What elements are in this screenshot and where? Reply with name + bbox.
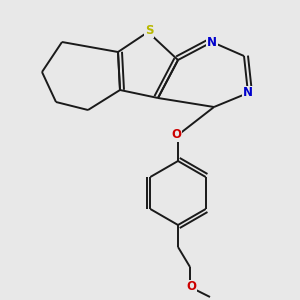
Text: O: O	[186, 280, 196, 293]
Text: N: N	[207, 35, 217, 49]
Text: N: N	[243, 86, 253, 100]
Text: O: O	[171, 128, 181, 142]
Text: S: S	[145, 25, 153, 38]
